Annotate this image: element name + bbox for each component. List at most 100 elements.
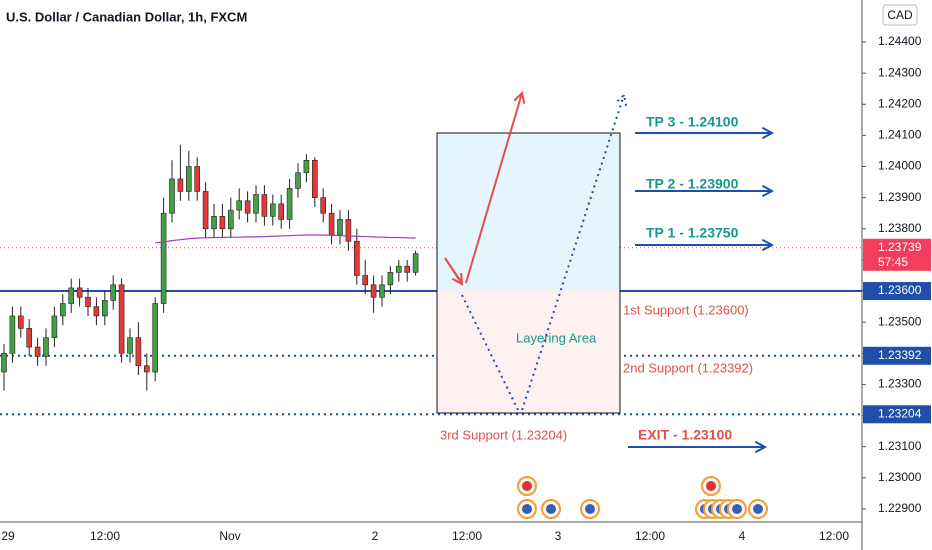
level-badge: [863, 346, 931, 365]
candle-body: [169, 178, 175, 214]
candle-body: [102, 300, 108, 317]
blue-dotted-up: [521, 94, 625, 411]
y-tick-label: 1.24300: [878, 65, 922, 79]
candle-body: [68, 287, 74, 304]
y-tick-label: 1.22900: [878, 501, 922, 515]
candle-body: [177, 178, 184, 192]
y-tick-label: 1.23800: [878, 221, 922, 235]
candle-body: [110, 284, 116, 301]
red-arrow-down: [444, 257, 463, 285]
candle-body: [93, 306, 100, 317]
y-tick-label: 1.24100: [878, 128, 922, 142]
annotation-text: EXIT - 1.23100: [638, 427, 732, 443]
candle-body: [9, 315, 16, 354]
candle-body: [194, 166, 200, 192]
annotation-text: Layering Area: [516, 330, 597, 345]
candle-body: [370, 284, 377, 298]
candle-body: [43, 337, 49, 357]
last-price-label: 1.23739: [878, 240, 922, 254]
candle-body: [379, 284, 385, 298]
tp-arrow-head: [761, 184, 775, 198]
currency-label[interactable]: CAD: [887, 8, 913, 22]
plot-area: [0, 144, 862, 416]
candle-body: [202, 191, 209, 230]
level-label: 1.23392: [878, 348, 922, 362]
candle-body: [26, 328, 33, 348]
annotation-text: 3rd Support (1.23204): [440, 427, 567, 442]
level-badge: [863, 282, 931, 301]
candle-body: [228, 209, 234, 230]
candle-body: [1, 352, 7, 373]
candle-body: [303, 160, 310, 174]
annotation-text: 1st Support (1.23600): [623, 302, 749, 317]
event-flag: [522, 481, 532, 491]
y-tick-label: 1.23900: [878, 190, 922, 204]
candle-body: [387, 272, 394, 286]
last-price-badge: [863, 238, 931, 271]
candle-body: [152, 303, 158, 373]
candle-body: [219, 216, 226, 230]
level-label: 1.23600: [878, 283, 922, 297]
event-flag: [546, 504, 556, 514]
annotation-text: 2nd Support (1.23392): [623, 360, 753, 375]
y-tick-label: 1.23300: [878, 377, 922, 391]
red-arrow-up: [465, 92, 523, 284]
y-tick-label: 1.23100: [878, 439, 922, 453]
candle-body: [337, 219, 343, 236]
x-tick-label: 12:00: [819, 529, 849, 543]
candle-body: [286, 188, 293, 220]
red-arrow-down-head: [451, 272, 464, 286]
x-tick-label: 4: [739, 529, 746, 543]
x-tick-label: 3: [555, 529, 562, 543]
y-tick-label: 1.24200: [878, 96, 922, 110]
candle-body: [236, 200, 242, 211]
event-flag: [585, 504, 595, 514]
candle-body: [395, 265, 402, 273]
x-tick-label: Nov: [219, 529, 240, 543]
y-tick-label: 1.24000: [878, 159, 922, 173]
event-flag: [753, 504, 763, 514]
candle-body: [261, 194, 268, 217]
candle-body: [269, 203, 276, 217]
zone-border: [436, 132, 621, 414]
candle-body: [51, 315, 58, 339]
candle-body: [345, 219, 352, 242]
layering-zone: [437, 290, 620, 413]
candle-body: [320, 197, 327, 214]
candle-body: [34, 346, 41, 357]
level-badge: [863, 405, 931, 424]
candle-body: [127, 337, 133, 354]
candle-body: [135, 337, 142, 367]
candle-body: [118, 284, 125, 354]
candle-body: [328, 212, 335, 236]
chart-title: U.S. Dollar / Canadian Dollar, 1h, FXCM: [6, 9, 247, 24]
candle-body: [17, 315, 24, 329]
blue-dotted-up-head: [615, 93, 628, 106]
event-flag: [522, 504, 532, 514]
candle-body: [211, 216, 217, 230]
candle-body: [253, 194, 259, 214]
y-tick-label: 1.23000: [878, 470, 922, 484]
level-label: 1.23204: [878, 406, 922, 420]
x-tick-label: 29: [1, 529, 15, 543]
countdown-label: 57:45: [878, 255, 908, 269]
candle-body: [76, 287, 83, 298]
x-tick-label: 12:00: [452, 529, 482, 543]
candle-body: [85, 296, 91, 307]
candle-body: [353, 240, 360, 276]
annotation-text: TP 3 - 1.24100: [646, 114, 739, 130]
annotation-text: TP 2 - 1.23900: [646, 176, 739, 192]
target-zone: [437, 133, 620, 290]
candle-body: [186, 166, 192, 192]
tp-arrow-head: [761, 238, 775, 252]
overlay: TP 3 - 1.24100 TP 2 - 1.23900 TP 1 - 1.237…: [440, 90, 775, 519]
y-tick-label: 1.23500: [878, 314, 922, 328]
candle-body: [404, 265, 411, 273]
tp-arrow-head: [761, 126, 775, 140]
candle-body: [144, 365, 150, 373]
y-tick-label: 1.24400: [878, 34, 922, 48]
candle-body: [278, 203, 285, 220]
currency-badge[interactable]: [882, 4, 918, 26]
x-tick-label: 2: [372, 529, 379, 543]
